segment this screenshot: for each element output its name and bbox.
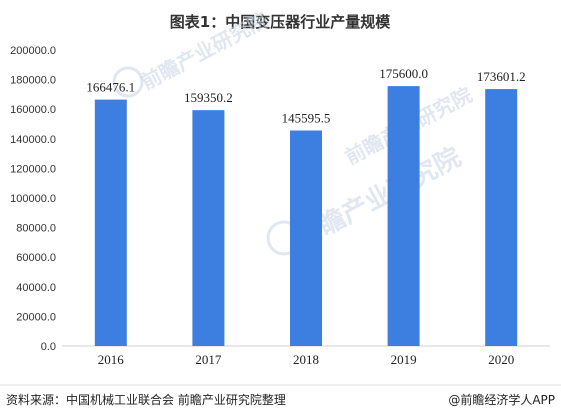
y-tick-label: 180000.0 xyxy=(10,75,56,87)
y-axis: 0.0 20000.0 40000.0 60000.0 80000.0 100000.0 1… xyxy=(10,45,56,353)
chart-title: 图表1：中国变压器行业产量规模 xyxy=(170,13,391,31)
bar-value-label: 145595.5 xyxy=(282,111,331,126)
y-tick-label: 40000.0 xyxy=(16,282,56,294)
y-tick-label: 140000.0 xyxy=(10,134,56,146)
bar xyxy=(192,110,225,346)
x-axis: 2016 2017 2018 2019 2020 xyxy=(98,352,514,367)
x-tick-label: 2017 xyxy=(195,352,222,367)
x-tick-label: 2016 xyxy=(98,352,125,367)
source-note: 资料来源：中国机械工业联合会 前瞻产业研究院整理 xyxy=(6,392,286,407)
credit-note: @前瞻经济学人APP xyxy=(448,392,555,407)
y-tick-label: 60000.0 xyxy=(16,252,56,264)
y-tick-label: 0.0 xyxy=(41,341,56,353)
bar-value-label: 159350.2 xyxy=(184,90,233,105)
y-tick-label: 200000.0 xyxy=(10,45,56,57)
y-tick-label: 160000.0 xyxy=(10,104,56,116)
bar xyxy=(94,99,127,346)
y-tick-label: 100000.0 xyxy=(10,193,56,205)
y-tick-label: 80000.0 xyxy=(16,223,56,235)
bar-value-label: 173601.2 xyxy=(477,69,526,84)
data-labels: 166476.1 159350.2 145595.5 175600.0 173601.2 xyxy=(86,66,525,125)
bar-value-label: 175600.0 xyxy=(379,66,428,81)
x-tick-label: 2019 xyxy=(391,352,417,367)
bar xyxy=(387,86,420,346)
bar xyxy=(485,89,518,346)
watermark-logo-icon xyxy=(112,66,144,98)
bar xyxy=(290,130,322,346)
y-tick-label: 20000.0 xyxy=(16,311,56,323)
y-tick-label: 120000.0 xyxy=(10,163,56,175)
bar-value-label: 166476.1 xyxy=(86,80,135,95)
x-tick-label: 2018 xyxy=(293,352,319,367)
x-tick-label: 2020 xyxy=(488,352,514,367)
bar-series xyxy=(94,86,518,346)
